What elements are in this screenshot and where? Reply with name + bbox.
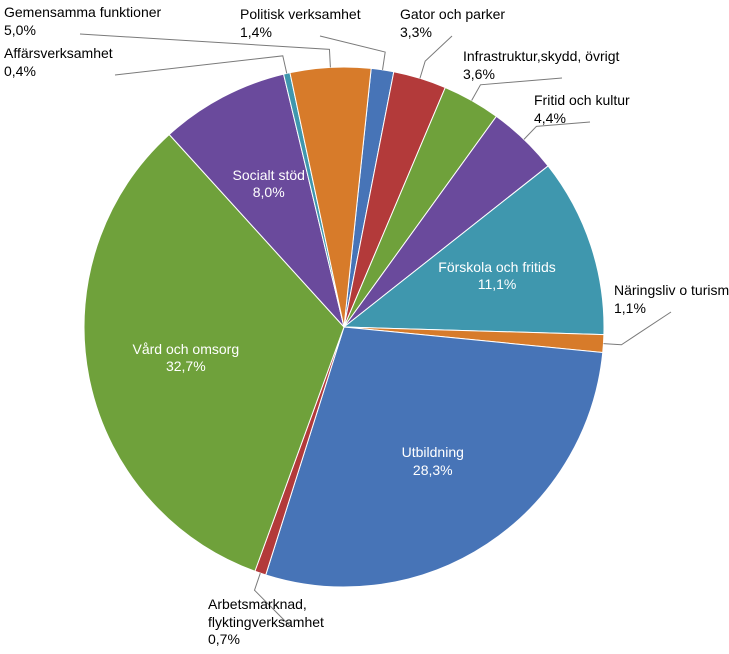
label-value: 0,4%	[4, 63, 113, 81]
label-infra: Infrastruktur,skydd, övrigt3,6%	[463, 48, 619, 83]
label-value: 11,1%	[438, 276, 555, 294]
label-text: Gemensamma funktioner	[4, 4, 161, 22]
label-value: 3,3%	[400, 24, 505, 42]
label-arbetsmarknad: Arbetsmarknad,flyktingverksamhet0,7%	[208, 596, 324, 649]
label-text: Socialt stöd	[233, 167, 305, 185]
label-value: 3,6%	[463, 66, 619, 84]
leader-gator	[420, 36, 452, 78]
label-value: 1,1%	[614, 300, 729, 318]
label-value: 5,0%	[4, 22, 161, 40]
label-gemensamma: Gemensamma funktioner5,0%	[4, 4, 161, 39]
label-utbildning: Utbildning28,3%	[402, 444, 464, 479]
pie-chart: Politisk verksamhet1,4%Gator och parker3…	[0, 0, 729, 654]
label-gator: Gator och parker3,3%	[400, 6, 505, 41]
label-text: Affärsverksamhet	[4, 45, 113, 63]
label-value: 28,3%	[402, 462, 464, 480]
label-text: Vård och omsorg	[133, 341, 240, 359]
label-text: Politisk verksamhet	[240, 6, 361, 24]
label-value: 32,7%	[133, 358, 240, 376]
label-value: 1,4%	[240, 24, 361, 42]
label-text: Infrastruktur,skydd, övrigt	[463, 48, 619, 66]
label-text: Utbildning	[402, 444, 464, 462]
label-text: Gator och parker	[400, 6, 505, 24]
label-value: 8,0%	[233, 184, 305, 202]
label-text: Förskola och fritids	[438, 259, 555, 277]
label-fritid: Fritid och kultur4,4%	[534, 92, 630, 127]
label-text: Fritid och kultur	[534, 92, 630, 110]
label-text: Arbetsmarknad,	[208, 596, 324, 614]
label-text: flyktingverksamhet	[208, 614, 324, 632]
label-forskola: Förskola och fritids11,1%	[438, 259, 555, 294]
label-value: 4,4%	[534, 110, 630, 128]
label-text: Näringsliv o turism	[614, 282, 729, 300]
label-politisk: Politisk verksamhet1,4%	[240, 6, 361, 41]
label-naringsliv: Näringsliv o turism1,1%	[614, 282, 729, 317]
label-affars: Affärsverksamhet0,4%	[4, 45, 113, 80]
leader-affars	[115, 56, 287, 75]
label-socialt: Socialt stöd8,0%	[233, 167, 305, 202]
label-vard: Vård och omsorg32,7%	[133, 341, 240, 376]
label-value: 0,7%	[208, 631, 324, 649]
